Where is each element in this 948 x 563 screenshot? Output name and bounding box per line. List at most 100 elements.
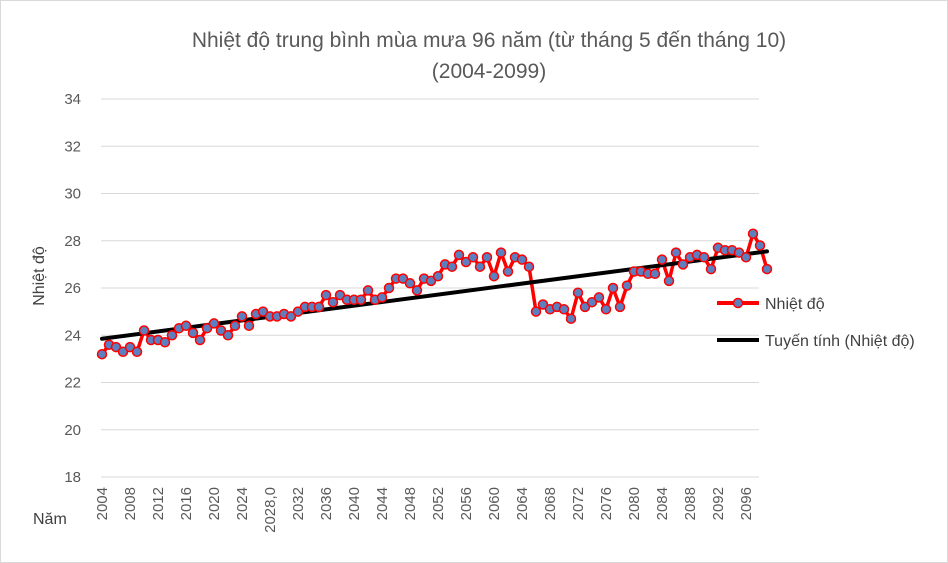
y-tick-label: 22 [64,375,81,392]
x-tick-label: 2064 [514,487,531,520]
data-point [285,311,297,322]
y-axis-ticks: 18 20 22 24 26 28 30 32 34 [64,91,81,486]
data-point [495,247,507,258]
data-point [733,247,745,258]
x-tick-label: 2072 [570,487,587,520]
data-point [446,261,458,272]
data-point [530,306,542,317]
data-point [404,278,416,289]
data-point [432,270,444,282]
data-point [474,261,486,272]
data-point [327,296,339,308]
data-point [383,282,395,294]
data-point [586,296,598,308]
data-point [565,313,577,324]
data-point [257,306,269,317]
x-axis-ticks: 2004 2008 2012 2016 2020 2024 2028,0 2032 2036 20… [94,487,755,533]
data-point [523,261,535,272]
y-tick-label: 34 [64,91,81,108]
gridlines [101,98,759,478]
data-point [159,337,171,348]
data-point [572,287,584,298]
y-tick-label: 30 [64,186,81,203]
data-point [229,320,241,332]
x-tick-label: 2004 [94,487,111,520]
x-tick-label: 2028,0 [262,487,279,533]
legend-marker-temperature [732,297,744,309]
data-point [649,268,661,280]
data-point [355,294,367,306]
data-point [138,325,150,336]
x-tick-label: 2020 [206,487,223,520]
x-tick-label: 2012 [150,487,167,520]
x-tick-label: 2080 [626,487,643,520]
data-point [516,254,528,265]
x-tick-label: 2076 [598,487,615,520]
data-point [201,322,213,334]
data-point [411,285,423,296]
y-tick-label: 18 [64,469,81,486]
data-point [313,301,325,313]
data-point [180,320,192,332]
data-point [334,289,346,301]
data-point [460,256,472,268]
x-axis-title: Năm [33,511,67,528]
data-point [502,266,514,277]
data-point [677,259,689,270]
x-tick-label: 2048 [402,487,419,520]
data-point [481,252,493,263]
legend: Nhiệt độ Tuyến tính (Nhiệt độ) [717,296,915,350]
data-point [362,285,374,296]
data-point [208,318,220,329]
data-point [558,304,570,315]
data-point [621,280,633,291]
x-tick-label: 2088 [682,487,699,520]
data-point [222,330,234,341]
legend-label-trend: Tuyến tính (Nhiệt độ) [765,333,915,350]
series-layer [96,228,773,360]
x-tick-label: 2036 [318,487,335,520]
x-tick-label: 2040 [346,487,363,520]
data-point [243,320,255,332]
data-point [740,252,752,263]
data-point [537,299,549,310]
data-point [656,254,668,265]
data-point [747,228,759,239]
y-axis-title: Nhiệt độ [31,246,48,306]
chart-title: Nhiệt độ trung bình mùa mưa 96 năm (từ t… [192,29,786,52]
x-tick-label: 2092 [710,487,727,520]
data-point [215,325,227,336]
data-point [292,306,304,317]
data-point [397,273,409,284]
data-point [453,249,465,261]
data-point [698,252,710,263]
data-point [117,346,129,358]
data-point [761,263,773,275]
x-tick-label: 2052 [430,487,447,520]
x-tick-label: 2096 [738,487,755,520]
x-tick-label: 2024 [234,487,251,520]
data-point [663,275,675,287]
data-point [124,341,136,353]
data-point [670,247,682,258]
x-tick-label: 2068 [542,487,559,520]
x-tick-label: 2032 [290,487,307,520]
data-point [376,292,388,303]
legend-label-temperature: Nhiệt độ [765,296,825,313]
data-point [110,341,122,353]
x-tick-label: 2084 [654,487,671,520]
data-point [194,334,206,346]
x-tick-label: 2044 [374,487,391,520]
data-point [754,240,766,251]
data-point [320,289,332,301]
y-tick-label: 20 [64,422,81,439]
y-tick-label: 32 [64,138,81,155]
y-tick-label: 28 [64,233,81,250]
x-tick-label: 2016 [178,487,195,520]
data-point [488,270,500,282]
data-point [166,330,178,341]
trendline [100,249,769,341]
data-point [425,275,437,287]
y-tick-label: 26 [64,280,81,297]
